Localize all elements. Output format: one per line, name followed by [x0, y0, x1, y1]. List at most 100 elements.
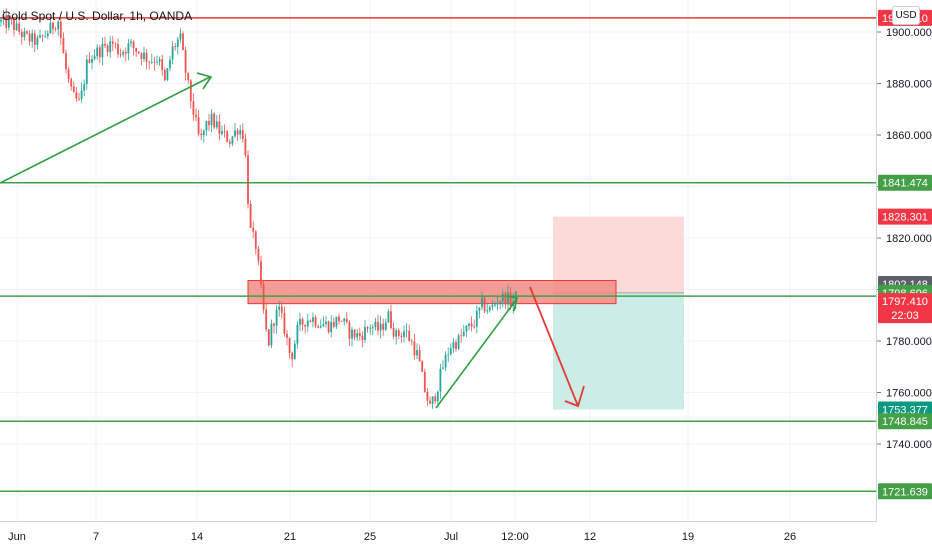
- candle-body: [343, 318, 346, 322]
- candle-body: [195, 114, 197, 118]
- candle-body: [137, 51, 140, 54]
- candle-body: [475, 310, 478, 327]
- candle-body: [109, 41, 112, 53]
- candle-body: [325, 321, 327, 325]
- candle-body: [361, 336, 364, 341]
- chart-title: Gold Spot / U.S. Dollar, 1h, OANDA: [2, 9, 193, 23]
- candle-body: [228, 141, 231, 144]
- candle-body: [312, 317, 314, 322]
- candle-body: [197, 117, 200, 134]
- price-label-bg: [878, 174, 932, 191]
- candle-body: [358, 333, 361, 337]
- candle-body: [221, 131, 223, 134]
- x-tick-label: Jun: [8, 531, 26, 543]
- take-profit-zone: [553, 292, 684, 410]
- candle-body: [265, 309, 268, 330]
- candle-body: [299, 319, 301, 325]
- candle-body: [249, 203, 252, 228]
- candle-body: [54, 29, 57, 30]
- candle-body: [106, 45, 109, 53]
- candle-body: [215, 121, 218, 128]
- candle-body: [283, 312, 286, 334]
- price-labels: 1905.5101828.3011802.1481798.6961797.410…: [878, 9, 932, 500]
- candle-body: [231, 136, 234, 144]
- y-tick-label: 1860.000: [886, 130, 932, 142]
- candle-body: [150, 61, 153, 63]
- candle-body: [111, 41, 114, 44]
- candle-body: [78, 98, 80, 100]
- candle-body: [39, 35, 41, 38]
- candle-body: [338, 316, 340, 322]
- candle-body: [7, 18, 10, 28]
- candle-body: [189, 80, 192, 102]
- candle-body: [210, 113, 213, 126]
- candle-body: [49, 22, 52, 34]
- x-tick-label: Jul: [444, 531, 458, 543]
- candle-body: [10, 18, 13, 20]
- candle-body: [15, 23, 18, 31]
- candle-body: [192, 101, 195, 115]
- candle-body: [429, 400, 431, 404]
- candle-body: [465, 325, 468, 332]
- candle-body: [83, 84, 86, 91]
- candle-body: [408, 330, 411, 342]
- candle-body: [23, 31, 26, 38]
- candle-body: [468, 323, 470, 326]
- candle-body: [223, 131, 226, 132]
- candle-body: [434, 396, 437, 402]
- candle-body: [400, 335, 403, 337]
- candle-body: [46, 33, 49, 36]
- candle-body: [218, 121, 221, 134]
- candle-body: [447, 354, 450, 355]
- candle-body: [62, 37, 65, 54]
- candle-body: [127, 43, 130, 54]
- candle-body: [98, 47, 101, 58]
- x-tick-label: 19: [682, 531, 694, 543]
- candle-body: [28, 33, 31, 42]
- x-tick-label: 14: [191, 531, 203, 543]
- horizontal-lines: [0, 17, 876, 493]
- candle-body: [496, 303, 499, 305]
- candle-body: [67, 69, 70, 80]
- candle-body: [135, 47, 138, 52]
- candle-body: [353, 329, 356, 338]
- candle-body: [403, 331, 405, 337]
- candle-body: [260, 261, 262, 285]
- y-tick-label: 1740.000: [886, 439, 932, 451]
- candle-body: [486, 310, 489, 312]
- candle-body: [418, 350, 421, 362]
- candle-body: [179, 33, 182, 40]
- price-axis: 1740.0001760.0001780.0001800.0001820.000…: [877, 0, 932, 550]
- price-label: 1748.845: [882, 416, 928, 428]
- candle-body: [26, 31, 28, 34]
- candle-body: [5, 15, 8, 28]
- candle-body: [423, 371, 426, 392]
- candle-body: [351, 329, 353, 339]
- candle-body: [270, 323, 273, 346]
- candle-body: [507, 292, 509, 305]
- candle-body: [286, 333, 288, 338]
- trendline-arrow-1: [0, 76, 211, 184]
- candle-body: [247, 155, 249, 204]
- candle-body: [200, 133, 203, 136]
- candle-body: [59, 21, 62, 38]
- candle-body: [88, 59, 91, 63]
- candle-body: [124, 51, 127, 54]
- price-label: 1841.474: [882, 178, 928, 190]
- candle-body: [161, 59, 164, 70]
- price-label-bg: [878, 413, 932, 430]
- x-tick-label: 12: [584, 531, 596, 543]
- price-label-bg: [878, 208, 932, 225]
- currency-badge[interactable]: USD: [892, 6, 920, 25]
- candle-body: [442, 367, 444, 369]
- candle-body: [431, 396, 434, 404]
- candle-body: [314, 317, 317, 327]
- x-tick-label: 26: [784, 531, 796, 543]
- candle-body: [410, 341, 413, 342]
- candle-body: [104, 43, 106, 46]
- candle-body: [72, 86, 75, 93]
- candle-body: [384, 322, 387, 330]
- candle-body: [392, 328, 395, 337]
- candle-body: [163, 69, 166, 81]
